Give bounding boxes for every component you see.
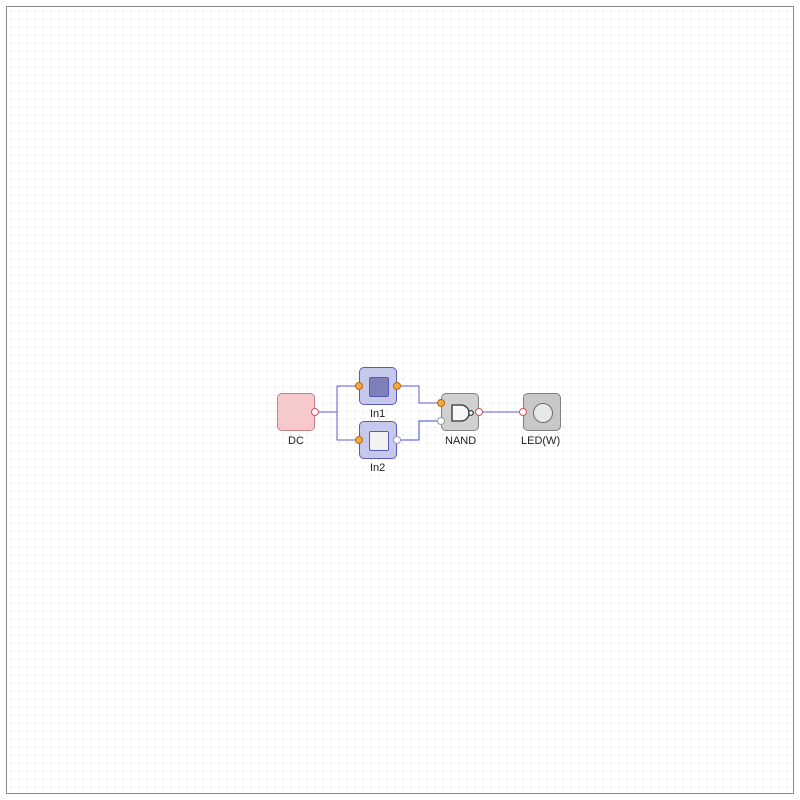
pin[interactable] [519, 408, 527, 416]
pin[interactable] [437, 399, 445, 407]
wire [397, 386, 441, 403]
node-label-dc: DC [288, 435, 304, 447]
circuit-canvas[interactable]: DC In1 In2 NAND LED(W) [6, 6, 794, 794]
node-dc[interactable] [277, 393, 315, 431]
node-label-in2: In2 [370, 462, 385, 474]
wire [315, 412, 359, 440]
wire [397, 421, 441, 440]
wire [315, 386, 359, 412]
input-toggle-icon [369, 431, 389, 451]
node-nand[interactable] [441, 393, 479, 431]
node-in1[interactable] [359, 367, 397, 405]
pin[interactable] [355, 436, 363, 444]
pin[interactable] [355, 382, 363, 390]
node-led[interactable] [523, 393, 561, 431]
pin[interactable] [393, 436, 401, 444]
node-label-led: LED(W) [521, 435, 560, 447]
node-label-in1: In1 [370, 408, 385, 420]
node-in2[interactable] [359, 421, 397, 459]
wiring-layer [7, 7, 793, 793]
led-bulb-icon [533, 403, 553, 423]
pin[interactable] [311, 408, 319, 416]
pin[interactable] [437, 417, 445, 425]
input-toggle-icon [369, 377, 389, 397]
pin[interactable] [475, 408, 483, 416]
node-label-nand: NAND [445, 435, 476, 447]
pin[interactable] [393, 382, 401, 390]
